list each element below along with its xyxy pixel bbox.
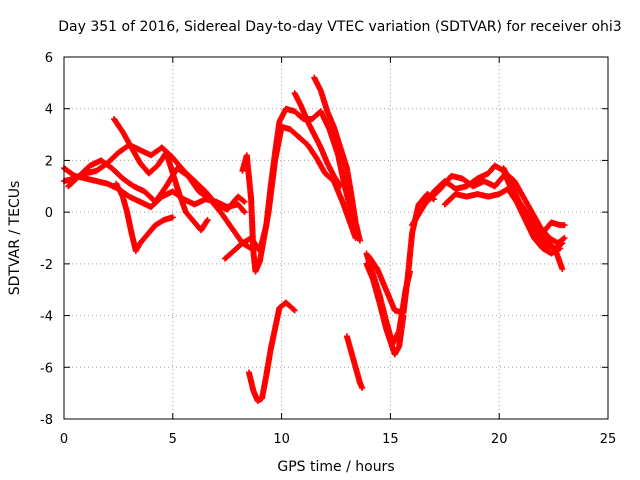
data-point: [561, 235, 568, 241]
series-arc-g: [239, 123, 359, 275]
chart-title: Day 351 of 2016, Sidereal Day-to-day VTE…: [58, 19, 621, 35]
x-axis-label: GPS time / hours: [277, 459, 394, 475]
data-point: [169, 214, 176, 221]
data-point: [204, 216, 211, 223]
x-tick-label: 0: [60, 432, 68, 447]
data-point: [559, 240, 566, 247]
x-tick-label: 5: [169, 432, 177, 447]
plot-frame: [63, 56, 609, 420]
series-arc-p: [426, 170, 568, 247]
x-tick-label: 25: [600, 432, 617, 447]
series-arc-j: [245, 299, 298, 404]
series-arc-r: [500, 165, 566, 252]
y-tick-label: -2: [40, 258, 53, 273]
y-tick-label: 0: [45, 206, 53, 221]
data-point: [291, 307, 298, 314]
data-point: [560, 235, 567, 242]
data-point: [241, 198, 248, 205]
data-point: [561, 222, 568, 229]
series-arc-c: [65, 157, 255, 252]
y-tick-label: -6: [40, 361, 53, 376]
x-tick-label: 20: [491, 432, 508, 447]
data-point: [240, 197, 247, 204]
data-point: [290, 306, 297, 313]
series-arc-h: [291, 90, 344, 190]
data-point: [337, 183, 344, 190]
x-tick-label: 15: [382, 432, 399, 447]
series-arc-s: [522, 209, 568, 236]
series-arc-m: [363, 260, 407, 358]
data-points: [61, 74, 568, 404]
series-arc-o: [409, 162, 566, 273]
data-point: [356, 237, 363, 244]
data-point: [240, 208, 247, 215]
data-point: [558, 241, 565, 248]
y-tick-label: 2: [45, 154, 53, 169]
data-point: [559, 266, 566, 273]
y-tick-label: 4: [45, 103, 53, 118]
y-axis-label: SDTVAR / TECUs: [7, 181, 23, 296]
axis-ticks: 0 5 10 15 20 25 -8 -6 -4 -2 0 2 4 6: [40, 51, 616, 447]
data-point: [241, 209, 248, 216]
y-tick-label: 6: [45, 51, 53, 66]
data-point: [359, 384, 366, 391]
series-arc-k: [343, 333, 366, 391]
y-tick-label: -8: [40, 413, 53, 428]
y-tick-label: -4: [40, 310, 53, 325]
series-arc-i: [311, 74, 363, 244]
x-tick-label: 10: [273, 432, 290, 447]
series-arc-e: [113, 180, 176, 254]
series-arc-d: [111, 116, 211, 234]
